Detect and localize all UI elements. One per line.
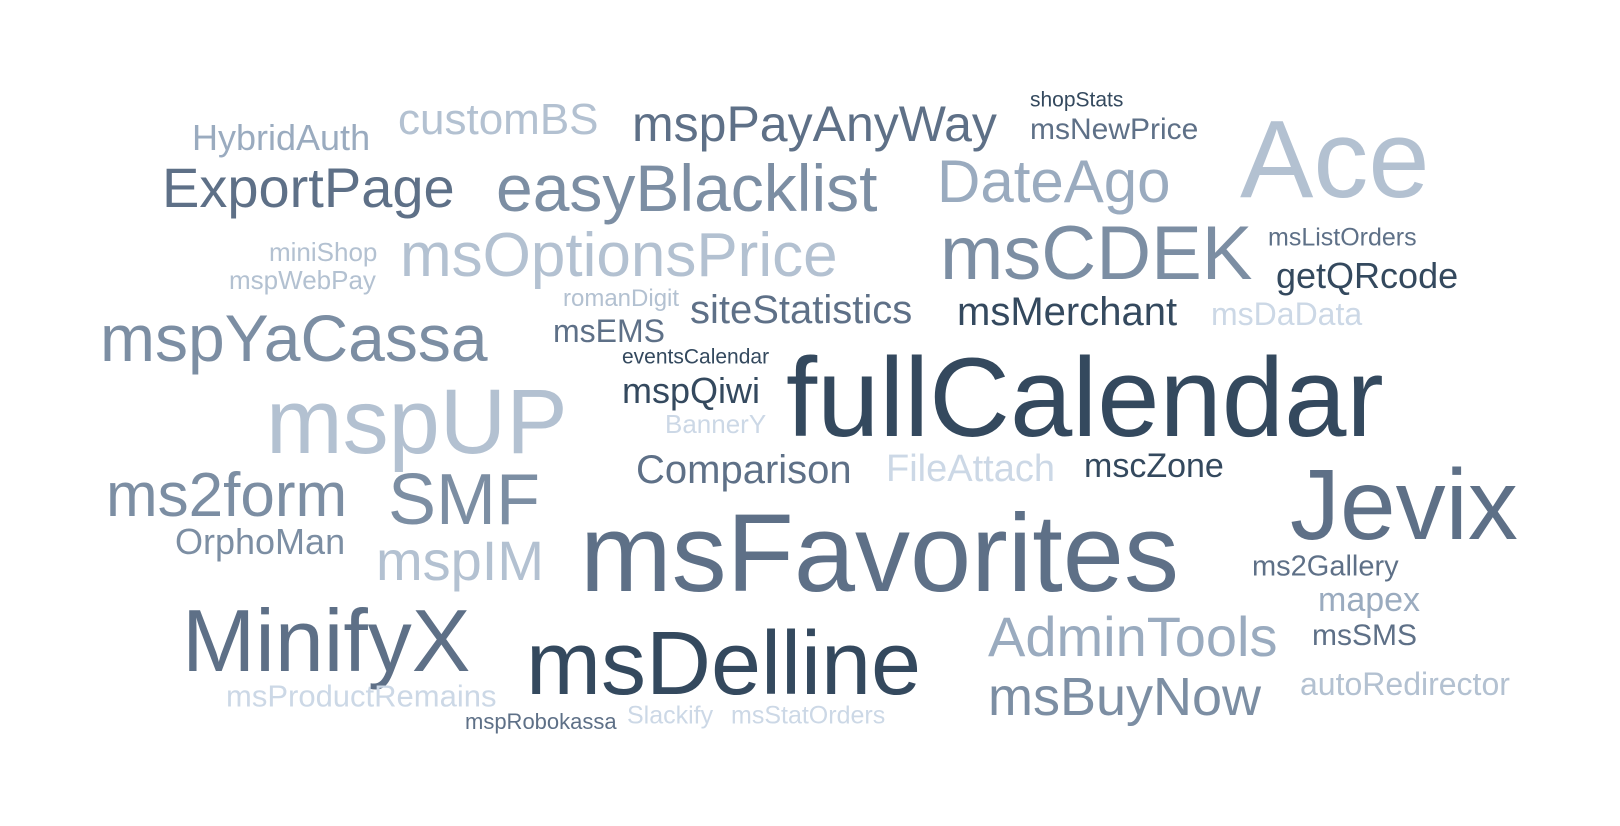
- word-jevix[interactable]: Jevix: [1290, 449, 1518, 561]
- word-autoredirector[interactable]: autoRedirector: [1300, 666, 1510, 702]
- word-ace[interactable]: Ace: [1240, 98, 1430, 221]
- word-admintools[interactable]: AdminTools: [988, 605, 1278, 668]
- word-mapex[interactable]: mapex: [1318, 581, 1421, 619]
- word-ms2gallery[interactable]: ms2Gallery: [1252, 550, 1399, 583]
- word-eventscalendar[interactable]: eventsCalendar: [622, 345, 770, 369]
- word-hybridauth[interactable]: HybridAuth: [192, 117, 371, 158]
- word-ms2form[interactable]: ms2form: [106, 461, 348, 530]
- word-msprobokassa[interactable]: mspRobokassa: [465, 709, 617, 734]
- word-msmerchant[interactable]: msMerchant: [957, 290, 1178, 334]
- word-msdelline[interactable]: msDelline: [526, 614, 922, 714]
- word-mslistorders[interactable]: msListOrders: [1268, 223, 1417, 252]
- word-comparison[interactable]: Comparison: [636, 448, 852, 492]
- word-minishop[interactable]: miniShop: [269, 237, 378, 267]
- word-orphoman[interactable]: OrphoMan: [175, 521, 346, 562]
- word-exportpage[interactable]: ExportPage: [162, 156, 455, 219]
- word-mspyacassa[interactable]: mspYaCassa: [100, 301, 488, 375]
- word-romandigit[interactable]: romanDigit: [563, 285, 680, 312]
- word-shopstats[interactable]: shopStats: [1030, 88, 1124, 112]
- word-mssms[interactable]: msSMS: [1312, 619, 1417, 652]
- word-msnewprice[interactable]: msNewPrice: [1030, 113, 1199, 146]
- word-msczone[interactable]: mscZone: [1084, 447, 1224, 485]
- word-mspup[interactable]: mspUP: [266, 371, 568, 473]
- word-getqrcode[interactable]: getQRcode: [1276, 255, 1459, 296]
- word-minifyx[interactable]: MinifyX: [182, 591, 471, 690]
- word-sitestatistics[interactable]: siteStatistics: [690, 288, 913, 332]
- word-msstatorders[interactable]: msStatOrders: [731, 701, 886, 730]
- word-fileattach[interactable]: FileAttach: [886, 448, 1055, 490]
- word-dateago[interactable]: DateAgo: [937, 148, 1171, 215]
- word-smf[interactable]: SMF: [388, 460, 540, 540]
- word-mspwebpay[interactable]: mspWebPay: [229, 265, 376, 295]
- word-msoptionsprice[interactable]: msOptionsPrice: [400, 221, 838, 290]
- word-msppayanyway[interactable]: mspPayAnyWay: [632, 96, 997, 152]
- word-msproductremains[interactable]: msProductRemains: [226, 678, 497, 714]
- word-msems[interactable]: msEMS: [553, 313, 665, 349]
- word-mspim[interactable]: mspIM: [376, 529, 544, 592]
- word-easyblacklist[interactable]: easyBlacklist: [496, 151, 878, 225]
- word-msfavorites[interactable]: msFavorites: [580, 492, 1179, 615]
- word-slackify[interactable]: Slackify: [627, 701, 714, 730]
- word-custombs[interactable]: customBS: [398, 95, 599, 144]
- word-msdadata[interactable]: msDaData: [1211, 296, 1363, 332]
- word-bannery[interactable]: BannerY: [665, 409, 767, 439]
- word-fullcalendar[interactable]: fullCalendar: [786, 335, 1384, 460]
- word-mscdek[interactable]: msCDEK: [940, 211, 1253, 296]
- word-mspqiwi[interactable]: mspQiwi: [622, 370, 761, 411]
- word-msbuynow[interactable]: msBuyNow: [988, 667, 1262, 727]
